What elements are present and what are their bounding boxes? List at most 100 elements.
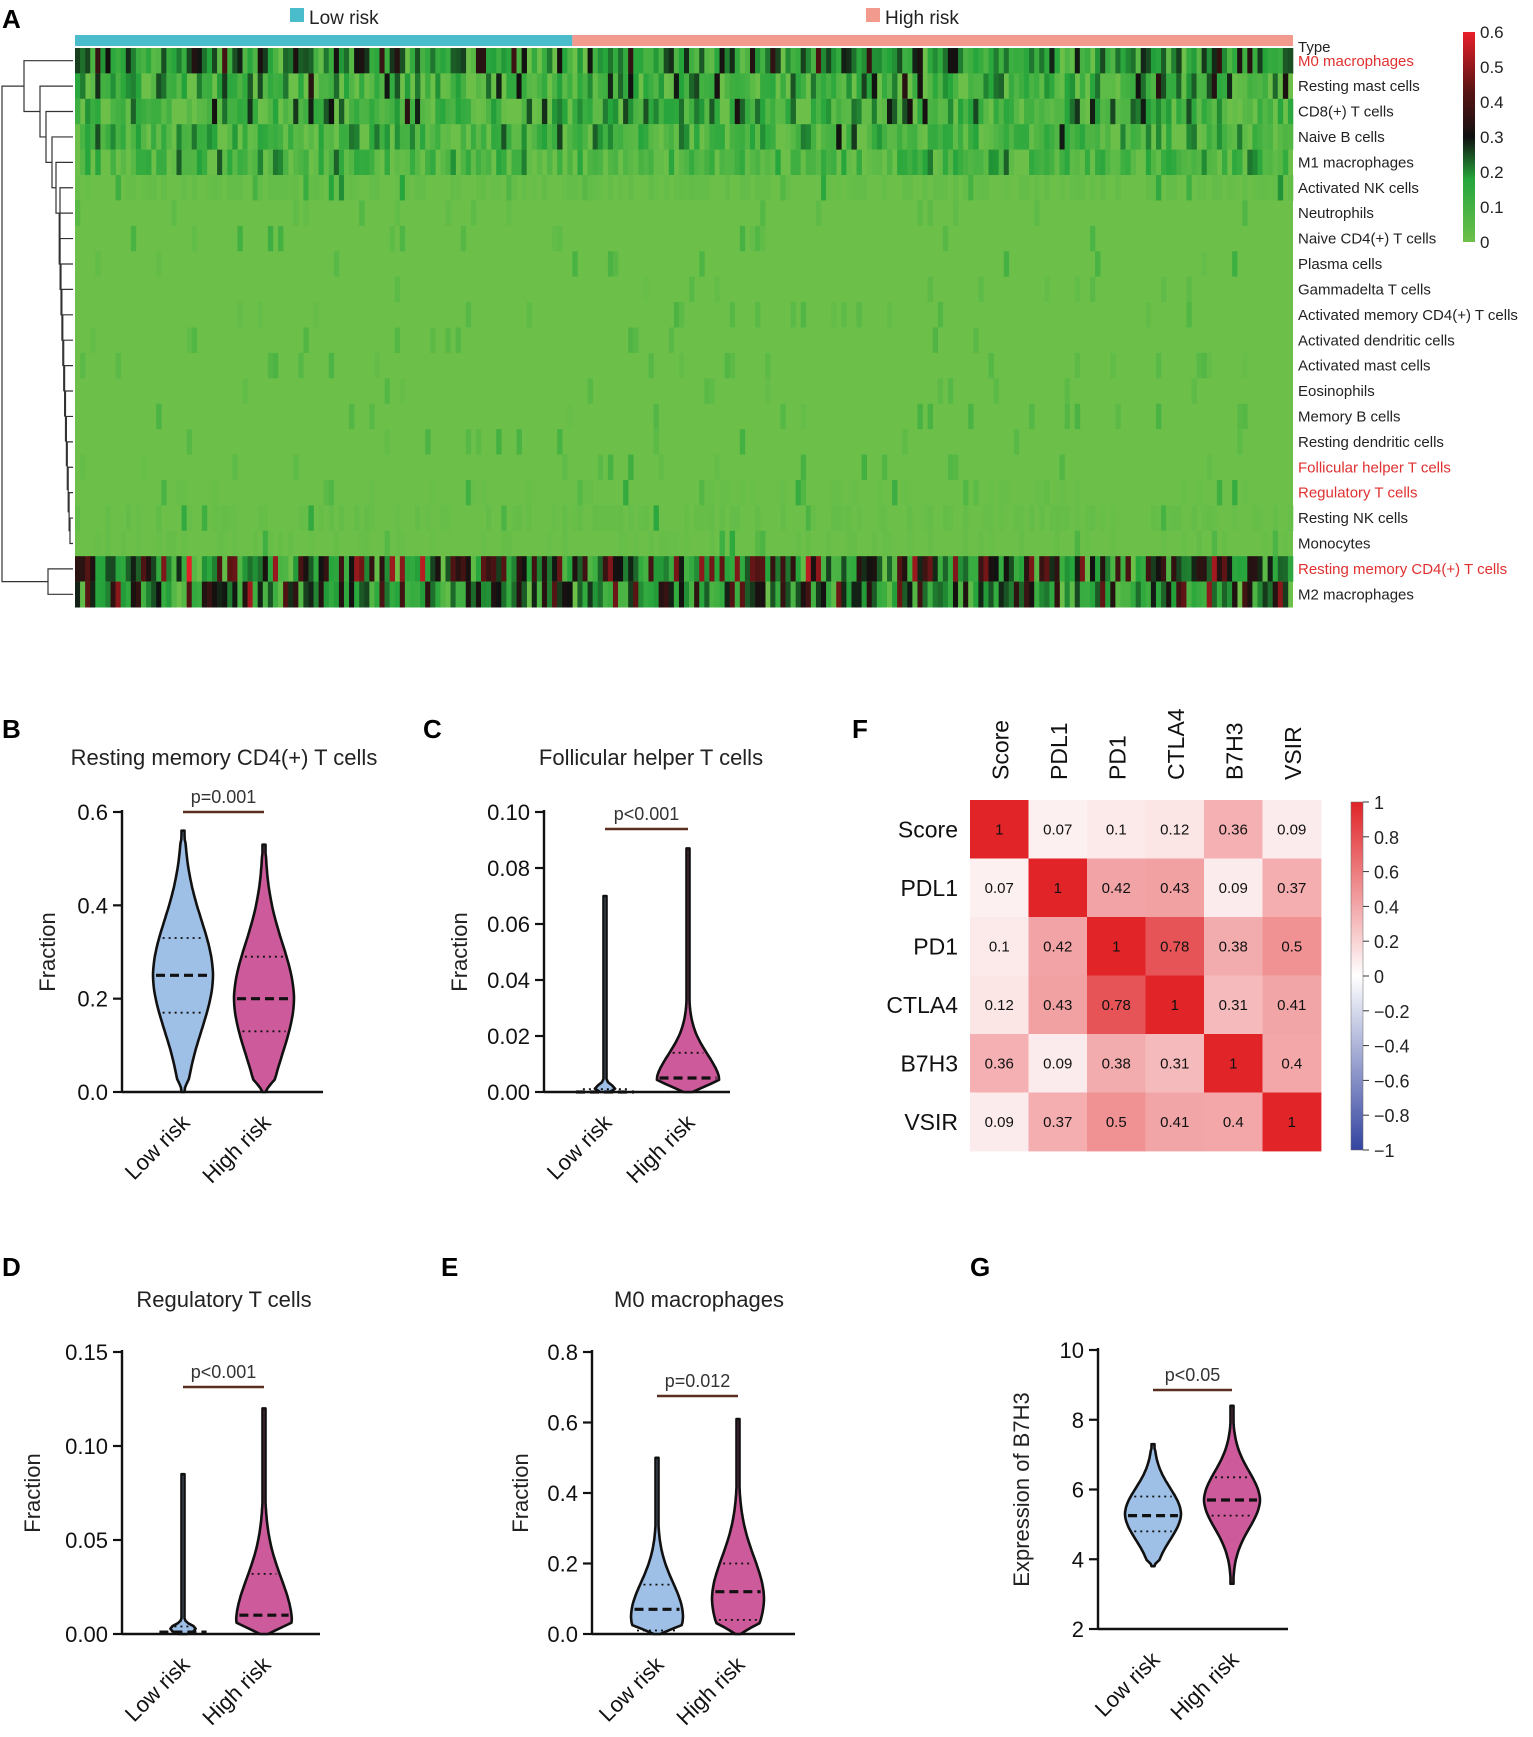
heatmap-cell <box>176 479 182 506</box>
correlation-cell <box>1087 800 1146 859</box>
heatmap-cell <box>338 149 345 176</box>
heatmap-cell <box>1084 530 1091 557</box>
heatmap-cell <box>638 48 644 74</box>
heatmap-cell <box>1176 98 1182 125</box>
heatmap-cell <box>135 149 142 176</box>
heatmap-cell <box>800 479 807 506</box>
heatmap-cell <box>734 124 741 151</box>
heatmap-cell <box>866 98 873 125</box>
heatmap-cell <box>856 48 862 74</box>
heatmap-cell <box>140 454 147 481</box>
heatmap-cell <box>623 530 629 557</box>
heatmap-cell <box>1272 73 1279 100</box>
heatmap-cell <box>1211 98 1218 125</box>
heatmap-cell <box>917 581 923 608</box>
heatmap-cell <box>440 48 446 74</box>
heatmap-cell <box>212 175 218 201</box>
heatmap-cell <box>196 98 203 125</box>
heatmap-cell <box>232 149 238 176</box>
correlation-colorbar-tick-label: 1 <box>1374 793 1384 813</box>
heatmap-cell <box>714 276 720 303</box>
heatmap-cell <box>460 581 467 608</box>
heatmap-cell <box>1074 556 1081 583</box>
heatmap-cell <box>105 581 111 608</box>
heatmap-cell <box>470 581 477 608</box>
heatmap-cell <box>303 98 309 125</box>
correlation-value: 0.4 <box>1281 1055 1302 1072</box>
heatmap-cell <box>552 505 558 532</box>
heatmap-cell <box>415 556 421 583</box>
heatmap-cell <box>1044 124 1050 151</box>
heatmap-cell <box>430 581 436 608</box>
heatmap-cell <box>729 505 736 532</box>
heatmap-cell <box>506 530 512 557</box>
panel-d-violin: Regulatory T cellsFraction0.000.050.100.… <box>20 1287 320 1730</box>
heatmap-cell <box>861 454 867 481</box>
heatmap-cell <box>892 124 898 151</box>
heatmap-cell <box>871 149 878 176</box>
heatmap-cell <box>328 352 335 379</box>
heatmap-cell <box>90 124 96 151</box>
heatmap-cell <box>770 149 776 176</box>
heatmap-cell <box>491 73 497 100</box>
heatmap-cell <box>1252 505 1258 532</box>
heatmap-cell <box>105 73 111 100</box>
heatmap-cell <box>349 556 355 583</box>
heatmap-cell <box>963 505 969 532</box>
heatmap-cell <box>511 581 517 608</box>
heatmap-cell <box>1074 124 1081 151</box>
heatmap-cell <box>1064 48 1070 74</box>
heatmap-cell <box>1115 403 1121 430</box>
heatmap-cell <box>749 556 756 583</box>
heatmap-cell <box>663 98 670 125</box>
heatmap-cell <box>415 98 421 125</box>
heatmap-cell <box>709 556 715 583</box>
heatmap-cell <box>247 98 253 125</box>
heatmap-cell <box>252 530 258 557</box>
heatmap-cell <box>115 48 121 74</box>
heatmap-cell <box>511 175 517 201</box>
heatmap-cell <box>1029 149 1035 176</box>
heatmap-cell <box>699 581 705 608</box>
heatmap-cell <box>181 149 187 176</box>
heatmap-cell <box>876 124 883 151</box>
heatmap-cell <box>75 175 81 201</box>
heatmap-cell <box>709 73 715 100</box>
heatmap-cell <box>516 505 522 532</box>
heatmap-cell <box>481 73 487 100</box>
heatmap-cell <box>648 581 654 608</box>
heatmap-cell <box>739 556 746 583</box>
heatmap-cell <box>166 98 172 125</box>
heatmap-cell <box>856 505 862 532</box>
heatmap-cell <box>887 581 893 608</box>
heatmap-cell <box>1262 556 1268 583</box>
heatmap-cell <box>988 124 994 151</box>
heatmap-cell <box>582 581 588 608</box>
heatmap-cell <box>1272 530 1279 557</box>
heatmap-cell <box>831 556 837 583</box>
heatmap-cell <box>201 505 208 532</box>
heatmap-cell <box>1206 556 1213 583</box>
violin-x-label: High risk <box>197 1109 276 1188</box>
heatmap-cell <box>232 48 238 74</box>
heatmap-cell <box>283 175 289 201</box>
heatmap-cell <box>795 581 802 608</box>
heatmap-cell <box>932 48 939 74</box>
heatmap-cell <box>668 556 675 583</box>
heatmap-cell <box>760 556 766 583</box>
heatmap-cell <box>257 124 264 151</box>
heatmap-cell <box>496 429 502 456</box>
heatmap-cell <box>567 556 573 583</box>
heatmap-cell <box>963 124 969 151</box>
heatmap-cell <box>481 48 487 74</box>
heatmap-cell <box>384 581 390 608</box>
heatmap-cell <box>140 98 147 125</box>
heatmap-cell <box>815 98 822 125</box>
heatmap-cell <box>638 581 644 608</box>
heatmap-colorbar <box>1463 32 1475 242</box>
heatmap-cell <box>511 149 517 176</box>
heatmap-cell <box>658 149 664 176</box>
heatmap-cell <box>191 581 198 608</box>
heatmap-cell <box>328 98 335 125</box>
heatmap-cell <box>978 149 984 176</box>
